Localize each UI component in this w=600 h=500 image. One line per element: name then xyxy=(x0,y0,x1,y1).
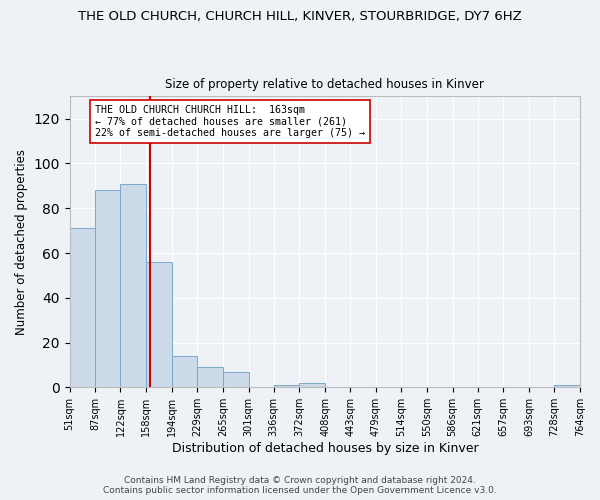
Bar xyxy=(554,385,580,388)
Text: THE OLD CHURCH CHURCH HILL:  163sqm
← 77% of detached houses are smaller (261)
2: THE OLD CHURCH CHURCH HILL: 163sqm ← 77%… xyxy=(95,106,365,138)
Text: THE OLD CHURCH, CHURCH HILL, KINVER, STOURBRIDGE, DY7 6HZ: THE OLD CHURCH, CHURCH HILL, KINVER, STO… xyxy=(78,10,522,23)
Bar xyxy=(121,184,146,388)
Bar xyxy=(95,190,121,388)
Bar xyxy=(70,228,95,388)
X-axis label: Distribution of detached houses by size in Kinver: Distribution of detached houses by size … xyxy=(172,442,478,455)
Bar xyxy=(197,367,223,388)
Bar xyxy=(146,262,172,388)
Bar xyxy=(274,385,299,388)
Bar xyxy=(223,372,248,388)
Text: Contains HM Land Registry data © Crown copyright and database right 2024.
Contai: Contains HM Land Registry data © Crown c… xyxy=(103,476,497,495)
Y-axis label: Number of detached properties: Number of detached properties xyxy=(15,149,28,335)
Bar xyxy=(299,383,325,388)
Bar xyxy=(172,356,197,388)
Title: Size of property relative to detached houses in Kinver: Size of property relative to detached ho… xyxy=(166,78,484,91)
